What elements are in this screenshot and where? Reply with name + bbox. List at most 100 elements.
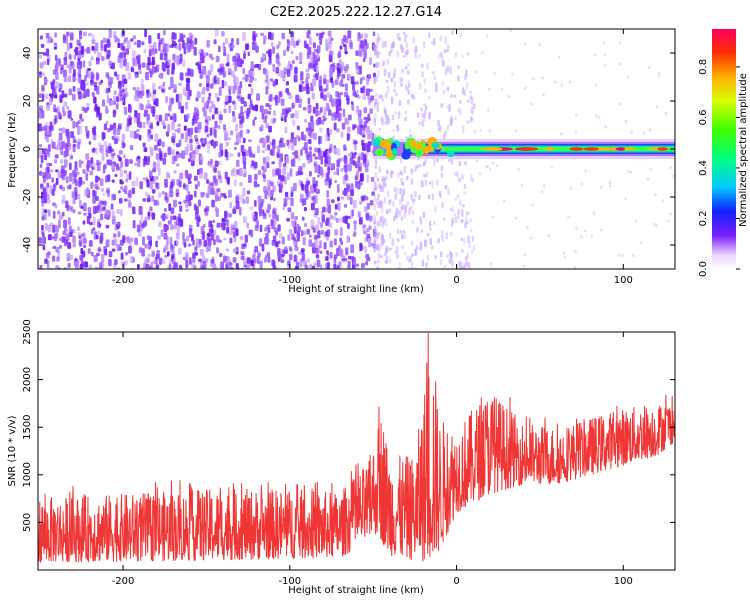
spectrogram-cell	[244, 74, 248, 83]
spectrogram-cell	[626, 75, 630, 79]
spectrogram-cell	[380, 201, 383, 209]
spectrogram-cell	[438, 190, 442, 197]
spectrogram-cell	[116, 154, 121, 158]
spectrogram-cell	[211, 182, 214, 188]
spectrogram-cell	[275, 241, 279, 248]
spectrogram-cell	[240, 105, 243, 114]
spectrogram-cell	[530, 102, 533, 106]
spectrogram-cell	[271, 213, 275, 222]
spectrogram-cell	[290, 37, 295, 46]
spectrogram-cell	[234, 168, 238, 177]
spectrogram-cell	[396, 228, 400, 235]
spectrogram-cell	[618, 253, 621, 257]
spectrogram-cell	[232, 55, 236, 62]
colorbar-tick-label: 0.4	[698, 160, 709, 176]
spectrogram-cell	[562, 251, 566, 255]
spectrogram-cell	[346, 133, 350, 141]
spectrogram-x-tick-label: 0	[453, 275, 459, 286]
spectrogram-cell	[58, 132, 63, 141]
spectrogram-cell	[309, 151, 312, 157]
spectrogram-cell	[333, 263, 337, 269]
spectrogram-cell	[647, 66, 651, 70]
spectrogram-cell	[353, 220, 358, 225]
spectrogram-cell	[65, 176, 69, 184]
spectrogram-cell	[157, 32, 161, 40]
spectrogram-cell	[375, 211, 379, 216]
spectrogram-cell	[288, 229, 293, 235]
colorbar-ticks: 0.00.20.40.60.8	[698, 59, 740, 277]
spectrogram-cell	[272, 63, 275, 67]
spectrogram-cell	[408, 129, 412, 133]
spectrogram-cell	[450, 94, 453, 98]
spectrogram-cell	[343, 144, 347, 151]
spectrogram-cell	[341, 38, 345, 45]
spectrogram-cell	[43, 78, 48, 83]
spectrogram-cell	[270, 189, 275, 196]
spectrogram-cell	[172, 215, 177, 220]
spectrogram-cell	[386, 169, 389, 175]
spectrogram-cell	[158, 138, 162, 145]
spectrogram-cell	[268, 125, 272, 133]
spectrogram-cell	[111, 248, 116, 252]
spectrogram-cell	[228, 265, 232, 269]
spectrogram-cell	[422, 116, 426, 123]
spectrogram-cell	[373, 194, 377, 202]
spectrogram-cell	[59, 83, 63, 90]
spectrogram-cell	[86, 47, 91, 54]
spectrogram-cell	[244, 234, 248, 243]
spectrogram-cell	[123, 198, 128, 202]
spectrogram-cell	[344, 66, 349, 71]
spectrogram-cell	[116, 127, 121, 136]
spectrogram-cell	[204, 137, 207, 145]
spectrogram-cell	[96, 186, 100, 191]
spectrogram-cell	[127, 189, 132, 199]
spectrogram-cell	[242, 67, 245, 75]
spectrogram-cell	[265, 232, 269, 238]
snr-y-tick-label: 2000	[22, 367, 33, 392]
spectrogram-cell	[400, 216, 404, 221]
spectrogram-cell	[583, 229, 587, 233]
spectrogram-cell	[411, 253, 414, 258]
spectrogram-cell	[155, 264, 160, 269]
spectrogram-cell	[383, 41, 386, 47]
spectrogram-cell	[301, 216, 305, 221]
spectrogram-cell	[430, 41, 434, 45]
spectrogram-cell	[132, 86, 136, 91]
spectrogram-cell	[240, 255, 245, 260]
spectrogram-cell	[339, 45, 343, 50]
spectrogram-cell	[460, 219, 464, 224]
spectrogram-cell	[261, 108, 265, 115]
spectrogram-cell	[454, 197, 458, 201]
spectrogram-cell	[502, 199, 506, 203]
spectrogram-cell	[39, 264, 43, 269]
spectrogram-cell	[286, 196, 291, 200]
spectrogram-cell	[212, 126, 216, 136]
spectrogram-cell	[201, 255, 206, 262]
spectrogram-cell	[156, 159, 160, 167]
spectrogram-cell	[323, 78, 327, 85]
spectrogram-cell	[146, 99, 151, 107]
spectrogram-cell	[375, 61, 379, 69]
spectrogram-cell	[621, 254, 625, 258]
spectrogram-cell	[268, 213, 272, 218]
spectrogram-cell	[193, 46, 197, 56]
spectrogram-cell	[366, 174, 369, 183]
spectrogram-cell	[275, 101, 279, 106]
spectrogram-cell	[624, 197, 627, 201]
spectrogram-cell	[273, 260, 276, 268]
spectrogram-cell	[284, 176, 287, 185]
spectrogram-cell	[197, 121, 202, 130]
spectrogram-cell	[131, 187, 136, 195]
spectrogram-cell	[256, 255, 260, 264]
spectrogram-cell	[187, 243, 192, 247]
spectrogram-cell	[62, 111, 66, 117]
spectrogram-cell	[421, 112, 424, 118]
spectrogram-cell	[359, 242, 363, 252]
spectrogram-cell	[95, 234, 99, 240]
snr-x-tick-label: -200	[112, 576, 135, 587]
spectrogram-cell	[70, 117, 74, 121]
spectrogram-cell	[213, 167, 217, 173]
spectrogram-cell	[151, 48, 155, 56]
spectrogram-cell	[146, 235, 150, 240]
spectrogram-cell	[450, 158, 454, 166]
